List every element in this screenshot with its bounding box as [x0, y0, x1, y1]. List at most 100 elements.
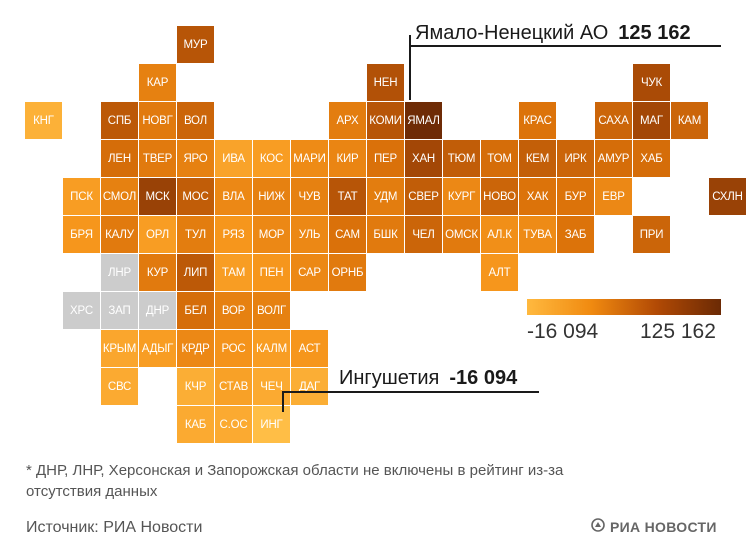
region-tile[interactable]: ТАТ — [329, 178, 366, 215]
region-tile-map: МУР КАР НЕН ЧУК КНГ СПБ НОВГ ВОЛ АРХ КОМИ ЯМАЛ КРАС… — [25, 26, 746, 443]
region-tile[interactable]: РЯЗ — [215, 216, 252, 253]
region-tile[interactable]: ИВА — [215, 140, 252, 177]
region-tile[interactable]: АЛТ — [481, 254, 518, 291]
region-tile[interactable]: СПБ — [101, 102, 138, 139]
region-tile[interactable]: СМОЛ — [101, 178, 138, 215]
region-tile[interactable]: ХАК — [519, 178, 556, 215]
region-tile[interactable]: СХЛН — [709, 178, 746, 215]
callout-top-name: Ямало-Ненецкий АО — [415, 22, 609, 44]
region-tile[interactable]: КЧР — [177, 368, 214, 405]
region-tile[interactable]: ТУВА — [519, 216, 556, 253]
region-tile[interactable]: МУР — [177, 26, 214, 63]
region-tile[interactable]: УЛЬ — [291, 216, 328, 253]
region-tile[interactable]: ТАМ — [215, 254, 252, 291]
region-tile[interactable]: КУР — [139, 254, 176, 291]
region-tile[interactable]: ЗАБ — [557, 216, 594, 253]
region-tile[interactable]: СВС — [101, 368, 138, 405]
region-tile[interactable]: ОМСК — [443, 216, 480, 253]
region-tile[interactable]: БШК — [367, 216, 404, 253]
region-tile[interactable]: ХАН — [405, 140, 442, 177]
region-tile[interactable]: ТОМ — [481, 140, 518, 177]
region-tile[interactable]: КУРГ — [443, 178, 480, 215]
region-tile[interactable]: ТЮМ — [443, 140, 480, 177]
region-tile[interactable]: АДЫГ — [139, 330, 176, 367]
region-tile[interactable]: ВЛА — [215, 178, 252, 215]
callout-line-bottom-h — [282, 391, 539, 393]
region-tile[interactable]: САМ — [329, 216, 366, 253]
region-tile[interactable]: АМУР — [595, 140, 632, 177]
region-tile[interactable]: МСК — [139, 178, 176, 215]
region-tile[interactable]: КРДР — [177, 330, 214, 367]
region-tile[interactable]: ДАГ — [291, 368, 328, 405]
region-tile[interactable]: СТАВ — [215, 368, 252, 405]
region-tile[interactable]: БЕЛ — [177, 292, 214, 329]
region-tile[interactable]: НИЖ — [253, 178, 290, 215]
region-tile[interactable]: КРАС — [519, 102, 556, 139]
region-tile[interactable]: КОМИ — [367, 102, 404, 139]
region-tile[interactable]: ДНР — [139, 292, 176, 329]
region-tile[interactable]: КОС — [253, 140, 290, 177]
region-tile[interactable]: ТУЛ — [177, 216, 214, 253]
region-tile[interactable]: ПСК — [63, 178, 100, 215]
region-tile[interactable]: НОВГ — [139, 102, 176, 139]
region-tile[interactable]: ЧУК — [633, 64, 670, 101]
region-tile[interactable]: АСТ — [291, 330, 328, 367]
region-tile[interactable]: ХАБ — [633, 140, 670, 177]
region-tile[interactable]: КАБ — [177, 406, 214, 443]
region-tile[interactable]: ТВЕР — [139, 140, 176, 177]
region-tile[interactable]: РОС — [215, 330, 252, 367]
region-tile[interactable]: НОВО — [481, 178, 518, 215]
region-tile[interactable]: КРЫМ — [101, 330, 138, 367]
callout-top: Ямало-Ненецкий АО 125 162 — [415, 22, 691, 45]
region-tile[interactable]: САР — [291, 254, 328, 291]
region-tile[interactable]: ПЕР — [367, 140, 404, 177]
region-tile[interactable]: АРХ — [329, 102, 366, 139]
region-tile[interactable]: БРЯ — [63, 216, 100, 253]
region-tile[interactable]: ЛНР — [101, 254, 138, 291]
region-tile[interactable]: ЗАП — [101, 292, 138, 329]
region-tile[interactable]: ОРЛ — [139, 216, 176, 253]
region-tile[interactable]: ЛИП — [177, 254, 214, 291]
region-tile[interactable]: МОС — [177, 178, 214, 215]
callout-bottom-value: -16 094 — [449, 367, 518, 389]
region-tile[interactable]: КЕМ — [519, 140, 556, 177]
region-tile[interactable]: ИРК — [557, 140, 594, 177]
region-tile[interactable]: С.ОС — [215, 406, 252, 443]
region-tile[interactable]: УДМ — [367, 178, 404, 215]
region-tile[interactable]: ВОЛГ — [253, 292, 290, 329]
region-tile[interactable]: КНГ — [25, 102, 62, 139]
region-tile[interactable]: МАРИ — [291, 140, 328, 177]
source-note: Источник: РИА Новости — [26, 519, 203, 536]
region-tile[interactable]: МОР — [253, 216, 290, 253]
region-tile[interactable]: КИР — [329, 140, 366, 177]
footnote: * ДНР, ЛНР, Херсонская и Запорожская обл… — [26, 462, 564, 500]
legend-max: 125 162 — [640, 320, 716, 343]
region-tile[interactable]: КАМ — [671, 102, 708, 139]
region-tile[interactable]: ХРС — [63, 292, 100, 329]
region-tile[interactable]: ЧЕЛ — [405, 216, 442, 253]
region-tile[interactable]: БУР — [557, 178, 594, 215]
region-tile[interactable]: АЛ.К — [481, 216, 518, 253]
region-tile[interactable]: ПЕН — [253, 254, 290, 291]
region-tile[interactable]: ПРИ — [633, 216, 670, 253]
region-tile[interactable]: ВОР — [215, 292, 252, 329]
region-tile[interactable]: ЧУВ — [291, 178, 328, 215]
region-tile[interactable]: СВЕР — [405, 178, 442, 215]
region-tile[interactable]: САХА — [595, 102, 632, 139]
region-tile[interactable]: ЛЕН — [101, 140, 138, 177]
region-tile[interactable]: ВОЛ — [177, 102, 214, 139]
region-tile[interactable]: КАР — [139, 64, 176, 101]
callout-top-value: 125 162 — [618, 22, 691, 44]
ria-logo-icon — [591, 518, 605, 535]
region-tile[interactable]: КАЛМ — [253, 330, 290, 367]
region-tile[interactable]: ЕВР — [595, 178, 632, 215]
region-tile[interactable]: ЧЕЧ — [253, 368, 290, 405]
region-tile[interactable]: ЯРО — [177, 140, 214, 177]
region-tile[interactable]: КАЛУ — [101, 216, 138, 253]
region-tile[interactable]: ОРНБ — [329, 254, 366, 291]
region-tile[interactable]: ИНГ — [253, 406, 290, 443]
region-tile[interactable]: МАГ — [633, 102, 670, 139]
ria-logo-text: РИА НОВОСТИ — [610, 518, 717, 535]
region-tile[interactable]: НЕН — [367, 64, 404, 101]
region-tile[interactable]: ЯМАЛ — [405, 102, 442, 139]
